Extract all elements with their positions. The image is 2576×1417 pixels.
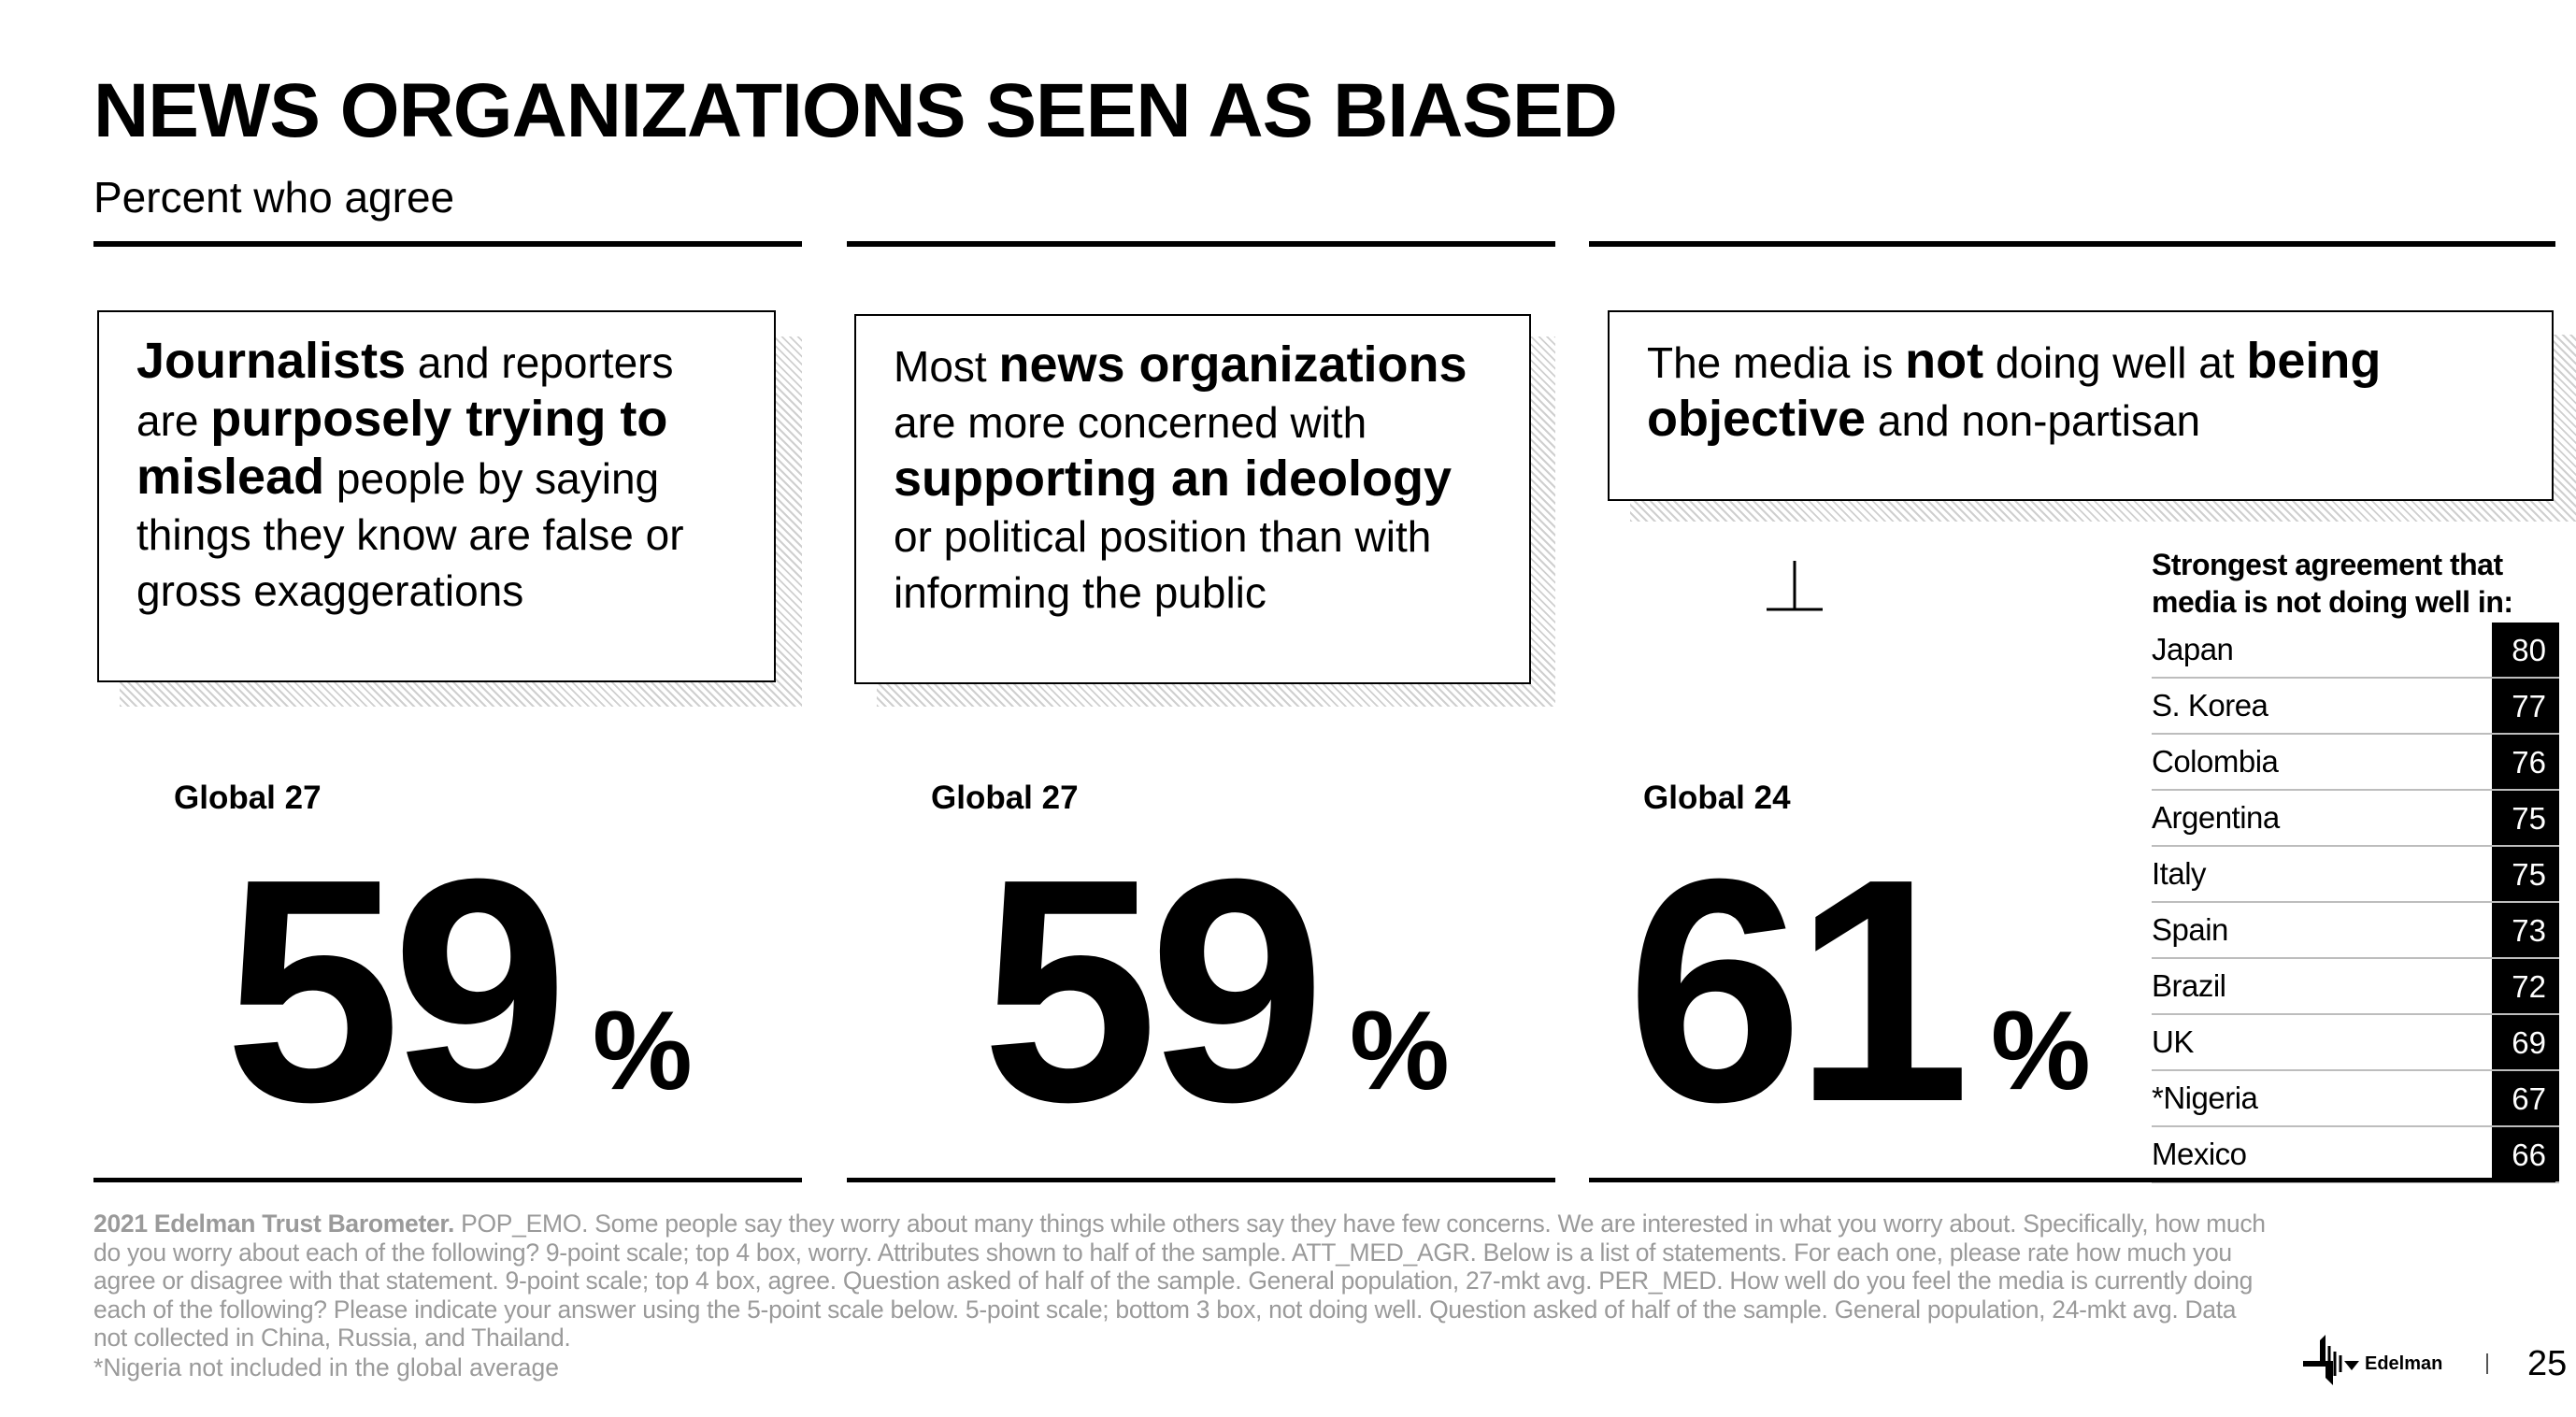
statement-text-3-2: not <box>1905 333 1984 389</box>
country-value: 73 <box>2492 903 2559 957</box>
statement-text-3-5: and non-partisan <box>1866 396 2201 445</box>
statement-text-1-3: purposely trying to mislead <box>136 391 668 505</box>
country-name: Colombia <box>2152 744 2279 779</box>
country-value: 75 <box>2492 847 2559 901</box>
country-value: 66 <box>2492 1127 2559 1181</box>
perpendicular-icon <box>1765 559 1825 618</box>
statement-card-1: Journalists and reporters are purposely … <box>97 310 776 682</box>
country-value: 76 <box>2492 735 2559 789</box>
statement-text-2-2: news organizations <box>998 336 1467 393</box>
footnote-body: POP_EMO. Some people say they worry abou… <box>93 1209 2266 1352</box>
statement-text-2-4: supporting an ideology <box>894 451 1452 507</box>
table-row: Spain 73 <box>2152 903 2559 959</box>
country-name: Japan <box>2152 632 2234 666</box>
top-divider-1 <box>93 241 802 247</box>
logo-text: Edelman <box>2365 1353 2443 1374</box>
page-subtitle: Percent who agree <box>93 173 455 222</box>
statement-text-1-4: people by saying things they know are fa… <box>136 454 684 615</box>
table-row: Japan 80 <box>2152 623 2559 679</box>
statement-text-3-3: doing well at <box>1983 338 2247 387</box>
statement-text-3-4: being objective <box>1647 333 2382 447</box>
table-row: Italy 75 <box>2152 847 2559 903</box>
bottom-divider-3 <box>1589 1178 2555 1182</box>
country-name: Argentina <box>2152 800 2280 835</box>
big-number-1: 59 <box>224 813 568 1168</box>
country-table: Japan 80 S. Korea 77 Colombia 76 Argentina 75 It… <box>2152 623 2559 1183</box>
country-name: UK <box>2152 1024 2194 1059</box>
footer-separator <box>2486 1353 2488 1374</box>
country-name: *Nigeria <box>2152 1081 2258 1115</box>
statement-text-1-2: and reporters are <box>136 338 674 445</box>
global-label-3: Global 24 <box>1643 780 1791 816</box>
methodology-footnote: 2021 Edelman Trust Barometer. POP_EMO. S… <box>93 1209 2271 1353</box>
table-row: Argentina 75 <box>2152 791 2559 847</box>
statement-card-3: The media is not doing well at being obj… <box>1608 310 2554 501</box>
country-value: 72 <box>2492 959 2559 1013</box>
country-name: Brazil <box>2152 968 2226 1003</box>
statement-text-3-1: The media is <box>1647 338 1906 387</box>
table-header: Strongest agreement that media is not do… <box>2152 548 2513 619</box>
percent-sign-2: % <box>1350 988 1450 1113</box>
page-title: NEWS ORGANIZATIONS SEEN AS BIASED <box>93 68 1618 153</box>
country-name: Italy <box>2152 856 2207 891</box>
percent-sign-1: % <box>593 988 693 1113</box>
big-number-3: 61 <box>1626 813 1970 1168</box>
global-label-1: Global 27 <box>174 780 322 816</box>
statement-text-1-1: Journalists <box>136 333 407 389</box>
table-row: Colombia 76 <box>2152 735 2559 791</box>
page-number: 25 <box>2527 1344 2568 1383</box>
country-value: 67 <box>2492 1071 2559 1125</box>
footnote-source: 2021 Edelman Trust Barometer. <box>93 1209 455 1238</box>
edelman-logo-icon <box>2301 1333 2363 1392</box>
big-number-2: 59 <box>981 813 1325 1168</box>
table-row: Mexico 66 <box>2152 1127 2559 1183</box>
country-value: 75 <box>2492 791 2559 845</box>
statement-text-2-1: Most <box>894 342 999 391</box>
country-name: S. Korea <box>2152 688 2268 723</box>
nigeria-footnote: *Nigeria not included in the global aver… <box>93 1353 559 1381</box>
bottom-divider-2 <box>847 1178 1555 1182</box>
percent-sign-3: % <box>1991 988 2091 1113</box>
statement-card-2: Most news organizations are more concern… <box>854 314 1531 684</box>
country-value: 69 <box>2492 1015 2559 1069</box>
country-name: Spain <box>2152 912 2228 947</box>
table-row: UK 69 <box>2152 1015 2559 1071</box>
top-divider-2 <box>847 241 1555 247</box>
statement-text-2-3: are more concerned with <box>894 398 1367 447</box>
statement-text-2-5: or political position than with informin… <box>894 512 1432 617</box>
top-divider-3 <box>1589 241 2555 247</box>
table-row: S. Korea 77 <box>2152 679 2559 735</box>
bottom-divider-1 <box>93 1178 802 1182</box>
country-name: Mexico <box>2152 1137 2247 1171</box>
country-value: 80 <box>2492 623 2559 677</box>
table-row: *Nigeria 67 <box>2152 1071 2559 1127</box>
country-value: 77 <box>2492 679 2559 733</box>
global-label-2: Global 27 <box>931 780 1079 816</box>
table-row: Brazil 72 <box>2152 959 2559 1015</box>
